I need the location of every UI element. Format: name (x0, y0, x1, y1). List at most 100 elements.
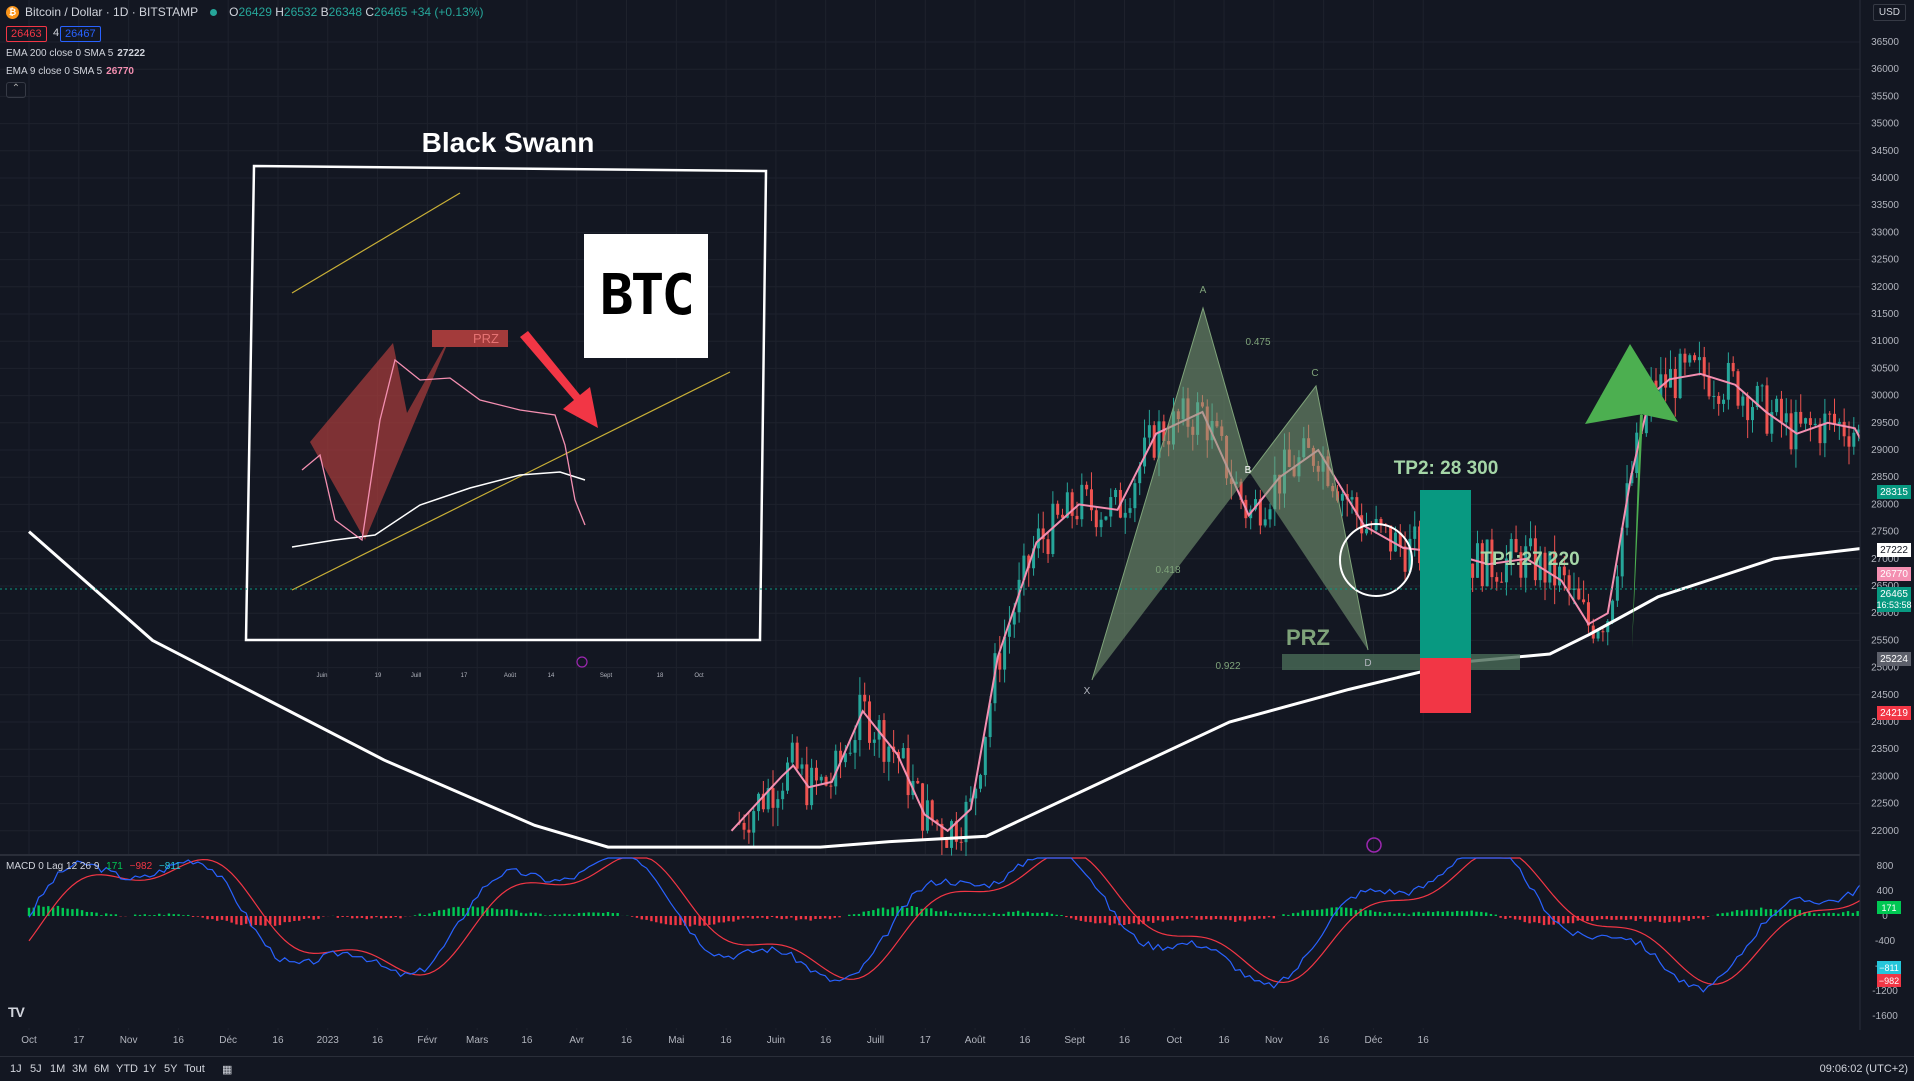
macd-histogram-bar (115, 914, 117, 916)
macd-histogram-bar (674, 916, 676, 925)
candle-body (1056, 504, 1059, 515)
macd-histogram-bar (694, 916, 696, 925)
macd-histogram-bar (298, 916, 300, 921)
tf-1m[interactable]: 1M (50, 1063, 65, 1075)
point-d-label: D (1364, 658, 1371, 669)
macd-histogram-bar (1311, 910, 1313, 916)
macd-histogram-bar (665, 916, 667, 924)
time-tick-label: Sept (1064, 1035, 1085, 1046)
macd-histogram-bar (1499, 916, 1501, 918)
macd-histogram-bar (1297, 913, 1299, 916)
macd-legend[interactable]: MACD 0 Lag 12 26 9 171 −982 −811 (6, 861, 181, 872)
macd-histogram-bar (1195, 916, 1197, 920)
macd-histogram-bar (1282, 914, 1284, 916)
macd-histogram-bar (718, 916, 720, 922)
macd-histogram-bar (399, 916, 401, 918)
macd-histogram-bar (612, 913, 614, 916)
macd-histogram-bar (771, 916, 773, 917)
macd-histogram-bar (255, 916, 257, 925)
clock[interactable]: 09:06:02 (UTC+2) (1820, 1063, 1908, 1075)
macd-histogram-bar (1147, 916, 1149, 921)
tf-ytd[interactable]: YTD (116, 1063, 138, 1075)
macd-histogram-bar (1620, 916, 1622, 920)
macd-histogram-bar (1384, 913, 1386, 916)
tf-all[interactable]: Tout (184, 1063, 205, 1075)
tf-3m[interactable]: 3M (72, 1063, 87, 1075)
date-range-icon[interactable]: ▦ (222, 1063, 232, 1076)
macd-tick-label: -400 (1875, 936, 1895, 947)
price-tick-label: 33500 (1871, 200, 1899, 211)
candlesticks (738, 342, 1913, 860)
price-tick-label: 29000 (1871, 445, 1899, 456)
candle-body (1529, 538, 1532, 546)
price-chart[interactable]: 3650036000355003500034500340003350033000… (0, 0, 1914, 1056)
macd-histogram-bar (1157, 916, 1159, 920)
time-tick-label: Mai (668, 1035, 684, 1046)
macd-histogram-bar (380, 916, 382, 918)
tf-1j[interactable]: 1J (10, 1063, 22, 1075)
macd-histogram-bar (954, 914, 956, 916)
macd-histogram-bar (916, 907, 918, 916)
currency-button[interactable]: USD (1873, 4, 1906, 21)
macd-histogram-bar (1089, 916, 1091, 922)
macd-histogram-bar (853, 914, 855, 916)
macd-histogram-bar (1263, 916, 1265, 919)
macd-histogram-bar (1220, 916, 1222, 919)
macd-histogram-bar (71, 909, 73, 916)
macd-histogram-bar (1528, 916, 1530, 923)
candle-body (747, 830, 750, 833)
macd-histogram-bar (1084, 916, 1086, 922)
macd-histogram-bar (834, 916, 836, 918)
macd-histogram-bar (1109, 916, 1111, 925)
macd-histogram-bar (66, 909, 68, 916)
macd-histogram-bar (1162, 916, 1164, 922)
macd-histogram-bar (1562, 916, 1564, 923)
collapse-legend-button[interactable]: ⌃ (6, 82, 26, 98)
point-a-label: A (1200, 285, 1207, 296)
price-circle (1340, 524, 1412, 596)
ratio-label: 0.922 (1215, 661, 1240, 672)
macd-histogram-bar (819, 916, 821, 919)
macd-histogram-bar (559, 915, 561, 916)
tf-5j[interactable]: 5J (30, 1063, 42, 1075)
macd-histogram-bar (1051, 914, 1053, 916)
inset-time-label: Oct (694, 673, 704, 679)
macd-histogram-bar (1509, 916, 1511, 918)
macd-histogram-bar (1099, 916, 1101, 923)
candle-body (1847, 436, 1850, 446)
bid-price-box[interactable]: 26463 (6, 26, 47, 42)
macd-histogram-bar (1543, 916, 1545, 925)
time-tick-label: 16 (1418, 1035, 1430, 1046)
candle-body (1823, 414, 1826, 444)
time-tick-label: Déc (1365, 1035, 1383, 1046)
candle-body (1109, 497, 1112, 516)
tf-6m[interactable]: 6M (94, 1063, 109, 1075)
ask-price-box[interactable]: 26467 (60, 26, 101, 42)
macd-histogram-bar (891, 907, 893, 916)
candle-body (916, 781, 919, 783)
macd-histogram-bar (761, 916, 763, 918)
macd-histogram-bar (163, 915, 165, 916)
macd-histogram-bar (1731, 911, 1733, 916)
tf-5y[interactable]: 5Y (164, 1063, 177, 1075)
candle-body (863, 695, 866, 702)
black-swann-title: Black Swann (422, 127, 595, 158)
tradingview-logo[interactable]: TV (8, 1004, 24, 1020)
symbol-title[interactable]: Bitcoin / Dollar · 1D · BITSTAMP (25, 5, 198, 19)
time-tick-label: 16 (1119, 1035, 1131, 1046)
tf-1y[interactable]: 1Y (143, 1063, 156, 1075)
macd-histogram-bar (1268, 916, 1270, 917)
bar-countdown: 16:53:58 (1876, 600, 1911, 610)
time-tick-label: 16 (1318, 1035, 1330, 1046)
macd-histogram-bar (1258, 916, 1260, 919)
macd-histogram-bar (732, 916, 734, 922)
price-tick-label: 35000 (1871, 119, 1899, 130)
candle-body (800, 764, 803, 768)
candle-body (1809, 418, 1812, 425)
macd-histogram-bar (631, 916, 633, 917)
price-tick-label: 29500 (1871, 418, 1899, 429)
macd-histogram-bar (182, 915, 184, 916)
macd-histogram-bar (1514, 916, 1516, 919)
